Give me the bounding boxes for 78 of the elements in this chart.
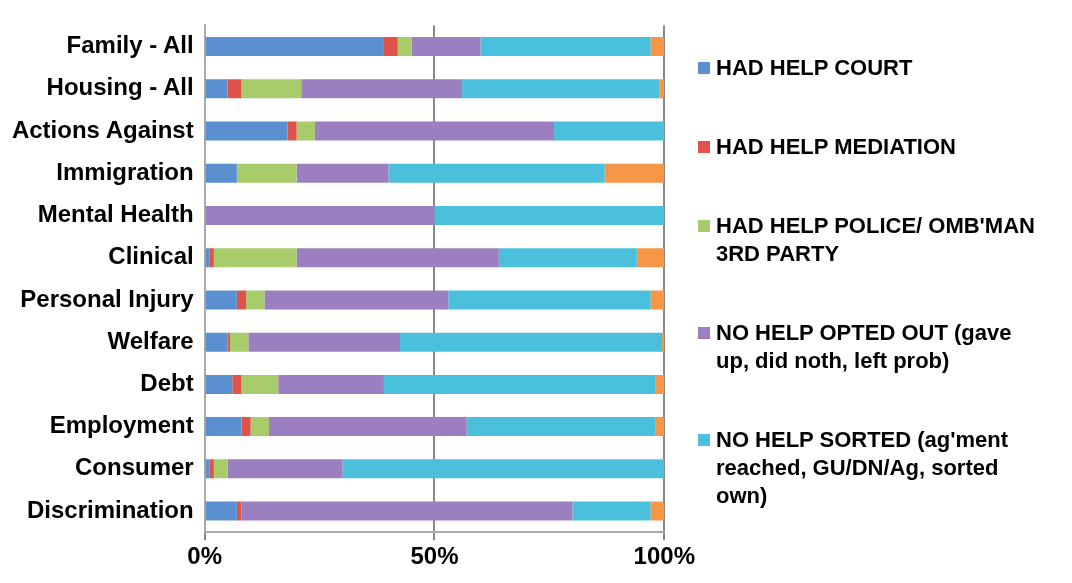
x-tick-label: 100% — [633, 542, 695, 570]
y-tick-label: Consumer — [75, 453, 194, 481]
bar — [229, 332, 249, 352]
bar — [205, 290, 237, 310]
bar — [480, 37, 651, 57]
bar — [434, 205, 665, 225]
bar — [205, 163, 237, 183]
bar — [296, 248, 499, 268]
bar — [655, 374, 665, 394]
bar — [232, 374, 242, 394]
y-tick-label: Personal Injury — [20, 284, 195, 312]
bar — [636, 248, 665, 268]
y-tick-label: Actions Against — [11, 115, 194, 143]
bar — [241, 79, 302, 99]
bar — [213, 459, 228, 479]
y-tick-label: Clinical — [108, 242, 194, 270]
bar — [650, 290, 665, 310]
y-tick-label: Immigration — [56, 157, 194, 185]
y-tick-label: Discrimination — [26, 495, 194, 523]
bar — [296, 121, 315, 141]
y-tick-label: Debt — [140, 369, 194, 397]
bar — [342, 459, 665, 479]
bar — [227, 459, 343, 479]
bar — [236, 163, 297, 183]
bar — [205, 417, 242, 437]
bar — [213, 248, 297, 268]
bar — [241, 374, 279, 394]
y-tick-label: Employment — [49, 411, 194, 439]
x-tick-label: 0% — [187, 542, 223, 570]
bar — [241, 417, 251, 437]
bar — [301, 79, 463, 99]
bar — [287, 121, 297, 141]
bar — [397, 37, 412, 57]
bar — [650, 501, 665, 521]
x-tick-label: 50% — [410, 542, 459, 570]
bar — [205, 374, 233, 394]
bar — [205, 121, 288, 141]
bar — [205, 205, 435, 225]
bar — [205, 501, 237, 521]
y-tick-label: Mental Health — [37, 200, 194, 228]
bar — [269, 417, 467, 437]
bar — [411, 37, 481, 57]
bar — [241, 501, 573, 521]
bar — [296, 163, 389, 183]
bar — [655, 417, 665, 437]
bar — [572, 501, 651, 521]
bar — [448, 290, 651, 310]
bar — [205, 37, 384, 57]
bar — [209, 459, 214, 479]
bar — [250, 417, 270, 437]
legend-label: HAD HELP MEDIATION — [716, 132, 956, 161]
bar — [246, 290, 265, 310]
bar — [314, 121, 554, 141]
y-tick-label: Welfare — [107, 326, 194, 354]
legend-label: NO HELP SORTED (ag'ment reached, GU/DN/Ag, sorted own) — [716, 425, 1010, 510]
bar — [554, 121, 665, 141]
bar — [236, 290, 247, 310]
bar — [209, 248, 214, 268]
bar — [383, 37, 398, 57]
bar — [264, 290, 449, 310]
bar — [650, 37, 665, 57]
bar — [227, 79, 242, 99]
bar — [466, 417, 656, 437]
legend-label: HAD HELP COURT — [716, 53, 913, 82]
bar — [278, 374, 384, 394]
bar — [388, 163, 605, 183]
y-tick-label: Family - All — [66, 31, 194, 59]
bar — [604, 163, 665, 183]
bar — [205, 79, 228, 99]
bar — [205, 332, 228, 352]
bar — [462, 79, 660, 99]
bar — [383, 374, 656, 394]
bar — [248, 332, 401, 352]
bar — [498, 248, 637, 268]
legend-label: NO HELP OPTED OUT (gave up, did noth, left prob) — [716, 318, 1013, 375]
bar — [400, 332, 663, 352]
y-tick-label: Housing - All — [46, 73, 194, 101]
legend-label: HAD HELP POLICE/ OMB'MAN 3RD PARTY — [716, 211, 1036, 268]
